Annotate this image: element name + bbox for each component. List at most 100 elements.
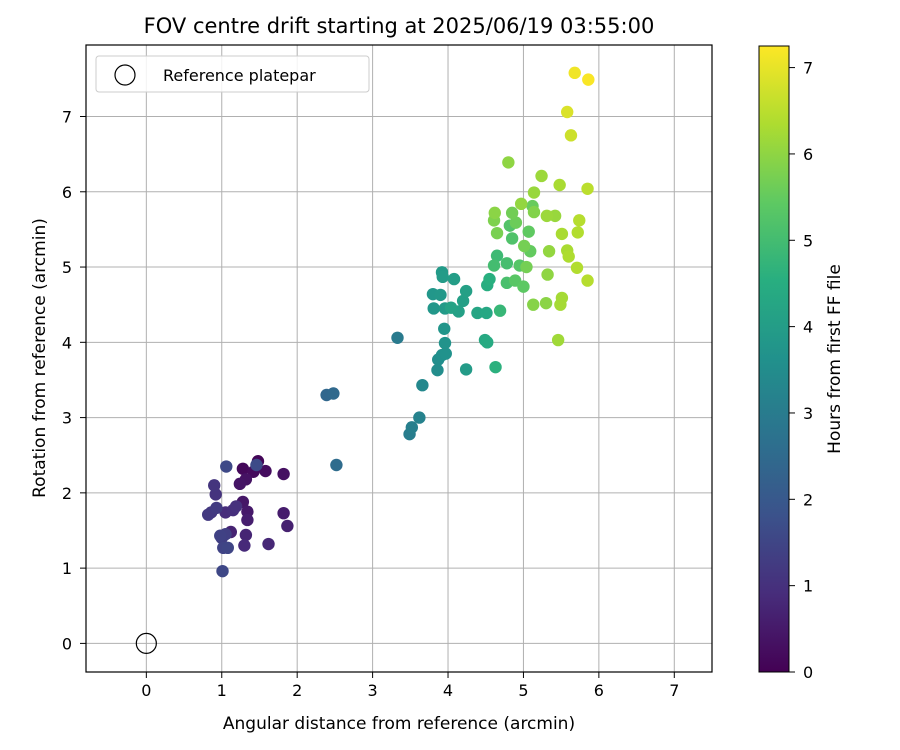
x-tick-label: 0 — [141, 681, 151, 700]
x-tick-label: 5 — [518, 681, 528, 700]
data-point — [540, 209, 554, 223]
colorbar-tick-label: 2 — [803, 490, 813, 509]
data-point — [490, 226, 504, 240]
data-point — [241, 513, 254, 527]
data-point — [571, 226, 584, 239]
y-tick-label: 1 — [62, 559, 72, 578]
data-point — [555, 227, 569, 241]
colorbar-tick-label: 7 — [803, 59, 813, 78]
data-point — [434, 288, 447, 302]
y-tick-label: 6 — [62, 183, 72, 202]
data-point — [489, 360, 502, 374]
reference-marker-group — [135, 632, 157, 654]
data-point — [541, 268, 554, 281]
data-point — [570, 261, 584, 274]
data-point — [527, 205, 541, 219]
x-tick-label: 2 — [292, 681, 302, 700]
x-tick-label: 3 — [368, 681, 378, 700]
data-point — [221, 541, 234, 555]
data-point — [238, 539, 251, 552]
data-point — [416, 379, 429, 392]
data-point — [564, 129, 578, 142]
data-point — [581, 274, 594, 287]
y-axis-ticks: 0 1 2 3 4 5 6 7 — [62, 108, 86, 653]
colorbar-tick-label: 1 — [803, 577, 813, 596]
data-point — [250, 458, 263, 472]
data-point — [514, 197, 528, 211]
data-point — [520, 260, 533, 274]
reference-marker — [135, 632, 157, 654]
data-point — [509, 216, 523, 229]
y-tick-label: 3 — [62, 409, 72, 428]
data-point — [505, 206, 519, 220]
plot-frame — [85, 44, 713, 673]
data-point — [535, 169, 548, 183]
data-point — [480, 306, 493, 320]
data-point — [522, 225, 535, 238]
grid-lines — [86, 45, 712, 672]
data-point — [505, 232, 519, 245]
data-point — [527, 186, 541, 199]
data-point — [327, 387, 340, 400]
colorbar-tick-label: 6 — [803, 145, 813, 164]
data-point — [488, 206, 501, 220]
data-point — [487, 259, 501, 272]
data-point — [471, 306, 484, 320]
data-point — [490, 249, 504, 262]
colorbar-tick-label: 3 — [803, 404, 813, 423]
y-tick-label: 4 — [62, 333, 72, 352]
data-point — [551, 333, 565, 347]
colorbar-tick-label: 4 — [803, 318, 813, 337]
colorbar-tick-label: 5 — [803, 231, 813, 250]
data-point — [562, 250, 575, 263]
data-point — [229, 500, 243, 513]
data-point — [527, 298, 540, 311]
data-point — [456, 294, 470, 308]
data-point — [413, 411, 426, 424]
data-point — [459, 363, 473, 376]
data-point — [553, 178, 566, 192]
legend-reference-marker — [114, 64, 136, 86]
y-tick-label: 0 — [62, 634, 72, 653]
colorbar: 0 1 2 3 4 5 6 7 Hours from first FF file — [758, 45, 845, 682]
data-point — [493, 304, 507, 317]
data-point — [560, 105, 574, 119]
x-axis-label: Angular distance from reference (arcmin) — [223, 714, 575, 734]
colorbar-gradient — [758, 45, 790, 673]
legend: Reference platepar — [95, 55, 370, 93]
data-point — [517, 280, 530, 293]
y-tick-label: 5 — [62, 258, 72, 277]
data-point — [582, 73, 595, 86]
data-point — [481, 336, 494, 349]
data-point — [277, 467, 290, 481]
data-point — [518, 239, 531, 253]
colorbar-tick-label: 0 — [803, 663, 813, 682]
data-point — [210, 501, 223, 515]
y-tick-label: 7 — [62, 108, 72, 127]
data-point — [201, 508, 215, 521]
data-point — [447, 272, 461, 286]
data-point — [542, 245, 556, 258]
data-point — [208, 479, 221, 492]
data-point — [431, 363, 444, 377]
data-point — [259, 464, 272, 478]
x-tick-label: 6 — [594, 681, 604, 700]
data-point — [568, 66, 581, 80]
data-point — [391, 331, 404, 345]
data-point — [405, 421, 419, 434]
x-tick-label: 7 — [669, 681, 679, 700]
data-point — [281, 519, 294, 533]
colorbar-ticks: 0 1 2 3 4 5 6 7 — [789, 59, 813, 682]
data-point — [438, 322, 451, 335]
data-point — [216, 564, 229, 578]
data-point — [500, 257, 514, 270]
data-point — [438, 336, 452, 350]
data-point — [262, 537, 275, 551]
data-point — [539, 296, 553, 310]
x-axis-ticks: 0 1 2 3 4 5 6 7 — [141, 672, 679, 700]
data-point — [277, 506, 290, 520]
data-point — [573, 214, 586, 227]
y-tick-label: 2 — [62, 484, 72, 503]
legend-label-reference: Reference platepar — [163, 66, 316, 85]
